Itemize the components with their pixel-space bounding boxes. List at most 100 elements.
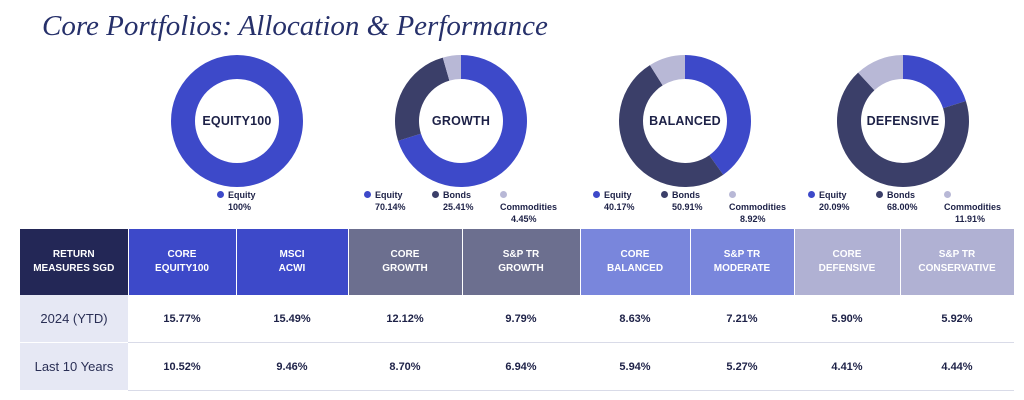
donut-slice-bonds [837, 72, 969, 187]
legend-value: 11.91% [955, 214, 986, 224]
legend-value: 4.45% [511, 214, 537, 224]
donut-chart-defensive [837, 55, 969, 187]
donut-chart-balanced [619, 55, 751, 187]
table-cell: 15.49% [236, 295, 348, 343]
header-line2: DEFENSIVE [818, 263, 876, 274]
legend-dot-icon [661, 191, 668, 199]
header-line1: RETURN [52, 249, 95, 260]
legend-label: Bonds [443, 190, 471, 200]
legend-value: 25.41% [443, 202, 474, 212]
row-label: 2024 (YTD) [20, 295, 128, 343]
legend-item-equity: Equity 40.17% [593, 189, 651, 225]
legend-label: Commodities [944, 202, 1002, 212]
table-cell: 8.63% [580, 295, 690, 343]
legend-item-bonds: Bonds 25.41% [432, 189, 490, 225]
table-header-cell: S&P TR GROWTH [462, 229, 581, 295]
legend-value: 8.92% [740, 214, 766, 224]
legend-label: Commodities [500, 202, 558, 212]
table-header-cell: CORE DEFENSIVE [794, 229, 901, 295]
table-cell: 9.46% [236, 342, 348, 391]
legend-dot-icon [729, 191, 736, 199]
table-header-row: RETURN MEASURES SGD CORE EQUITY100 MSCI ACWI C… [20, 229, 1015, 295]
legend-item-equity: Equity 20.09% [808, 189, 866, 225]
table-header-cell: S&P TR MODERATE [690, 229, 795, 295]
legend-item-equity: Equity 70.14% [364, 189, 422, 225]
legend-item-commodities: Commodities 4.45% [500, 189, 558, 225]
legend-item-commodities: Commodities 8.92% [729, 189, 787, 225]
table-row: Last 10 Years 10.52% 9.46% 8.70% 6.94% 5.94% 5… [20, 342, 1014, 391]
header-line2: GROWTH [498, 263, 544, 274]
legend-growth: Equity 70.14% Bonds 25.41% Commodities 4.45% [364, 189, 558, 225]
header-line1: CORE [390, 249, 420, 260]
legend-dot-icon [808, 191, 815, 199]
legend-value: 20.09% [819, 202, 850, 212]
donut-label-balanced: BALANCED [649, 114, 721, 128]
table-cell: 6.94% [462, 342, 580, 391]
table-cell: 5.90% [794, 295, 900, 343]
header-line2: ACWI [278, 263, 306, 274]
legend-dot-icon [364, 191, 371, 199]
table-cell: 8.70% [348, 342, 462, 391]
donut-slice-commodities [442, 55, 461, 81]
legend-value: 68.00% [887, 202, 918, 212]
table-cell: 15.77% [128, 295, 236, 343]
legend-label: Equity [819, 190, 847, 200]
table-cell: 5.94% [580, 342, 690, 391]
table-cell: 9.79% [462, 295, 580, 343]
legend-balanced: Equity 40.17% Bonds 50.91% Commodities 8.92% [593, 189, 787, 225]
legend-value: 70.14% [375, 202, 406, 212]
row-label: Last 10 Years [20, 342, 128, 391]
header-line1: CORE [832, 249, 862, 260]
header-line1: S&P TR [938, 249, 976, 260]
header-line2: CONSERVATIVE [918, 263, 996, 274]
donut-slice-equity [903, 55, 966, 109]
table-header-cell: RETURN MEASURES SGD [20, 229, 129, 295]
donut-slice-commodities [858, 55, 903, 91]
header-line1: MSCI [279, 249, 305, 260]
table-cell: 10.52% [128, 342, 236, 391]
header-line2: BALANCED [606, 263, 664, 274]
table-cell: 4.44% [900, 342, 1014, 391]
donut-chart-growth [395, 55, 527, 187]
table-header-cell: S&P TR CONSERVATIVE [900, 229, 1015, 295]
legend-label: Equity [375, 190, 403, 200]
legend-dot-icon [432, 191, 439, 199]
table-header-cell: CORE GROWTH [348, 229, 463, 295]
donut-slice-bonds [395, 57, 450, 141]
donut-slice-commodities [649, 55, 685, 86]
donut-slice-equity [171, 55, 303, 187]
table-header-cell: CORE EQUITY100 [128, 229, 237, 295]
legend-label: Bonds [887, 190, 915, 200]
header-line1: CORE [167, 249, 197, 260]
legend-item-commodities: Commodities 11.91% [944, 189, 1002, 225]
donut-slice-equity [398, 55, 527, 187]
table-header-cell: MSCI ACWI [236, 229, 349, 295]
legend-dot-icon [500, 191, 507, 199]
legend-item-equity: Equity 100% [217, 189, 275, 213]
legend-item-bonds: Bonds 50.91% [661, 189, 719, 225]
returns-table: RETURN MEASURES SGD CORE EQUITY100 MSCI ACWI C… [20, 229, 1015, 391]
legend-equity100: Equity 100% [217, 189, 275, 213]
donut-label-defensive: DEFENSIVE [866, 114, 940, 128]
legend-label: Bonds [672, 190, 700, 200]
header-line2: EQUITY100 [155, 263, 209, 274]
table-header-cell: CORE BALANCED [580, 229, 691, 295]
header-line1: S&P TR [723, 249, 761, 260]
legend-dot-icon [876, 191, 883, 199]
table-cell: 5.27% [690, 342, 794, 391]
legend-item-bonds: Bonds 68.00% [876, 189, 934, 225]
legend-label: Equity [228, 190, 256, 200]
donut-slice-bonds [619, 65, 724, 187]
header-line2: MODERATE [713, 263, 771, 274]
header-line2: GROWTH [382, 263, 428, 274]
table-cell: 4.41% [794, 342, 900, 391]
table-cell: 5.92% [900, 295, 1014, 343]
legend-label: Commodities [729, 202, 787, 212]
donut-label-equity100: EQUITY100 [202, 114, 272, 128]
page-title: Core Portfolios: Allocation & Performanc… [42, 10, 548, 42]
header-line2: MEASURES SGD [33, 263, 115, 274]
header-line1: CORE [620, 249, 650, 260]
header-line1: S&P TR [502, 249, 540, 260]
legend-label: Equity [604, 190, 632, 200]
legend-dot-icon [217, 191, 224, 199]
